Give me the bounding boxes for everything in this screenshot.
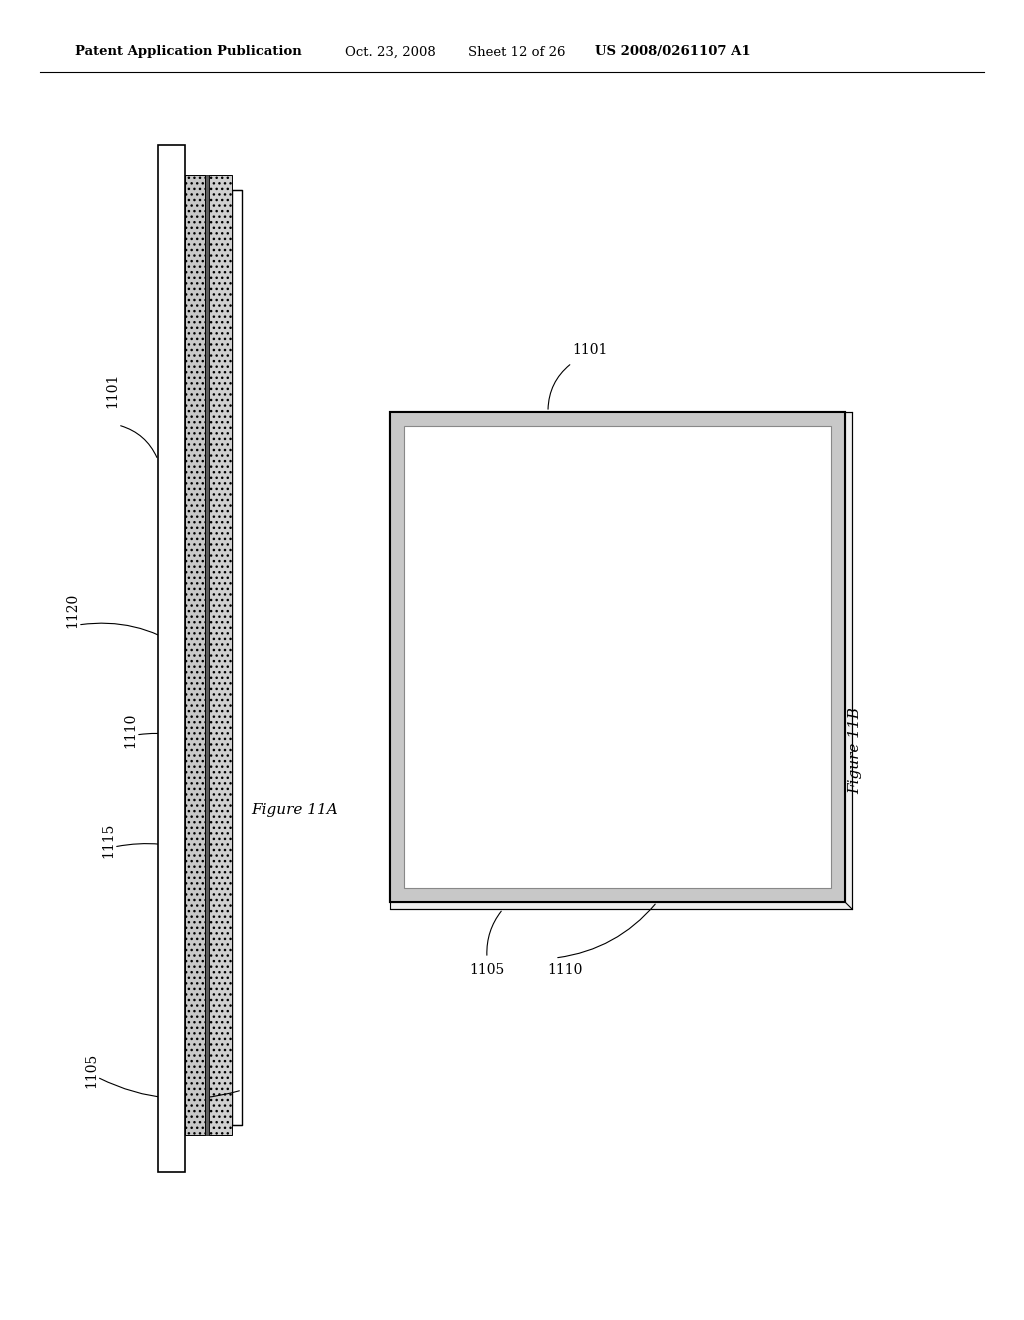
Bar — [404, 426, 831, 888]
Text: Sheet 12 of 26: Sheet 12 of 26 — [468, 45, 565, 58]
Text: 1120: 1120 — [65, 593, 79, 627]
Text: US 2008/0261107 A1: US 2008/0261107 A1 — [595, 45, 751, 58]
Text: 1101: 1101 — [572, 343, 607, 356]
Bar — [831, 412, 845, 902]
Bar — [390, 888, 845, 902]
Bar — [390, 412, 845, 902]
Bar — [158, 145, 185, 1172]
Text: 1110: 1110 — [123, 713, 137, 747]
Bar — [390, 412, 852, 909]
Text: Patent Application Publication: Patent Application Publication — [75, 45, 302, 58]
Bar — [209, 176, 232, 1135]
Bar — [390, 412, 404, 902]
Text: 1105: 1105 — [84, 1052, 98, 1088]
Text: 1110: 1110 — [547, 964, 583, 977]
Text: 1105: 1105 — [469, 964, 505, 977]
Bar — [185, 176, 205, 1135]
Bar — [390, 412, 845, 426]
Text: Figure 11B: Figure 11B — [848, 706, 862, 793]
Text: Oct. 23, 2008: Oct. 23, 2008 — [345, 45, 436, 58]
Bar — [232, 190, 242, 1125]
Bar — [390, 412, 845, 902]
Text: Figure 11A: Figure 11A — [252, 803, 338, 817]
Text: 1115: 1115 — [101, 822, 115, 858]
Bar — [205, 176, 209, 1135]
Text: 1101: 1101 — [105, 372, 119, 408]
